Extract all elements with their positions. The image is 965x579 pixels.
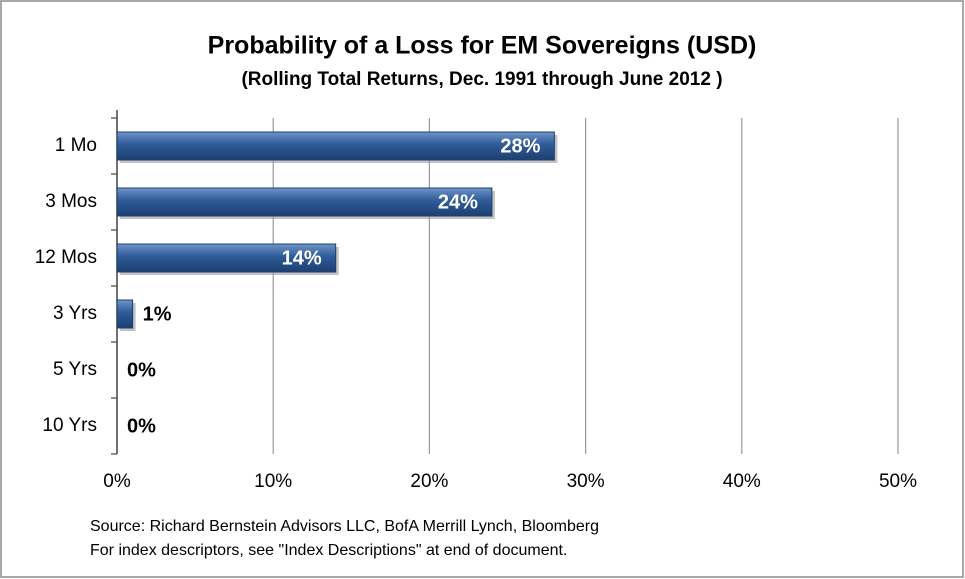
y-tick-label: 10 Yrs [42, 415, 97, 436]
x-tick-label: 40% [723, 471, 761, 492]
value-label: 1% [143, 303, 172, 325]
x-tick-label: 10% [254, 471, 292, 492]
y-tick-label: 5 Yrs [53, 359, 97, 380]
chart-subtitle: (Rolling Total Returns, Dec. 1991 throug… [241, 69, 722, 90]
value-label: 0% [127, 359, 156, 381]
bar [116, 243, 337, 273]
value-label: 24% [438, 191, 478, 213]
y-tick-label: 1 Mo [55, 135, 97, 156]
source-note: For index descriptors, see "Index Descri… [90, 542, 567, 559]
x-tick-label: 0% [103, 471, 131, 492]
x-tick-label: 50% [879, 471, 917, 492]
chart-title: Probability of a Loss for EM Sovereigns … [208, 32, 757, 60]
y-tick-label: 3 Mos [45, 191, 97, 212]
bar [116, 187, 493, 217]
bar [116, 131, 555, 161]
value-label: 28% [500, 135, 540, 157]
value-label: 14% [282, 247, 322, 269]
y-tick-label: 12 Mos [35, 247, 97, 268]
y-tick-label: 3 Yrs [53, 303, 97, 324]
x-tick-label: 30% [567, 471, 605, 492]
x-tick-label: 20% [410, 471, 448, 492]
source-note: Source: Richard Bernstein Advisors LLC, … [90, 518, 599, 535]
bar [116, 299, 134, 329]
value-label: 0% [127, 415, 156, 437]
